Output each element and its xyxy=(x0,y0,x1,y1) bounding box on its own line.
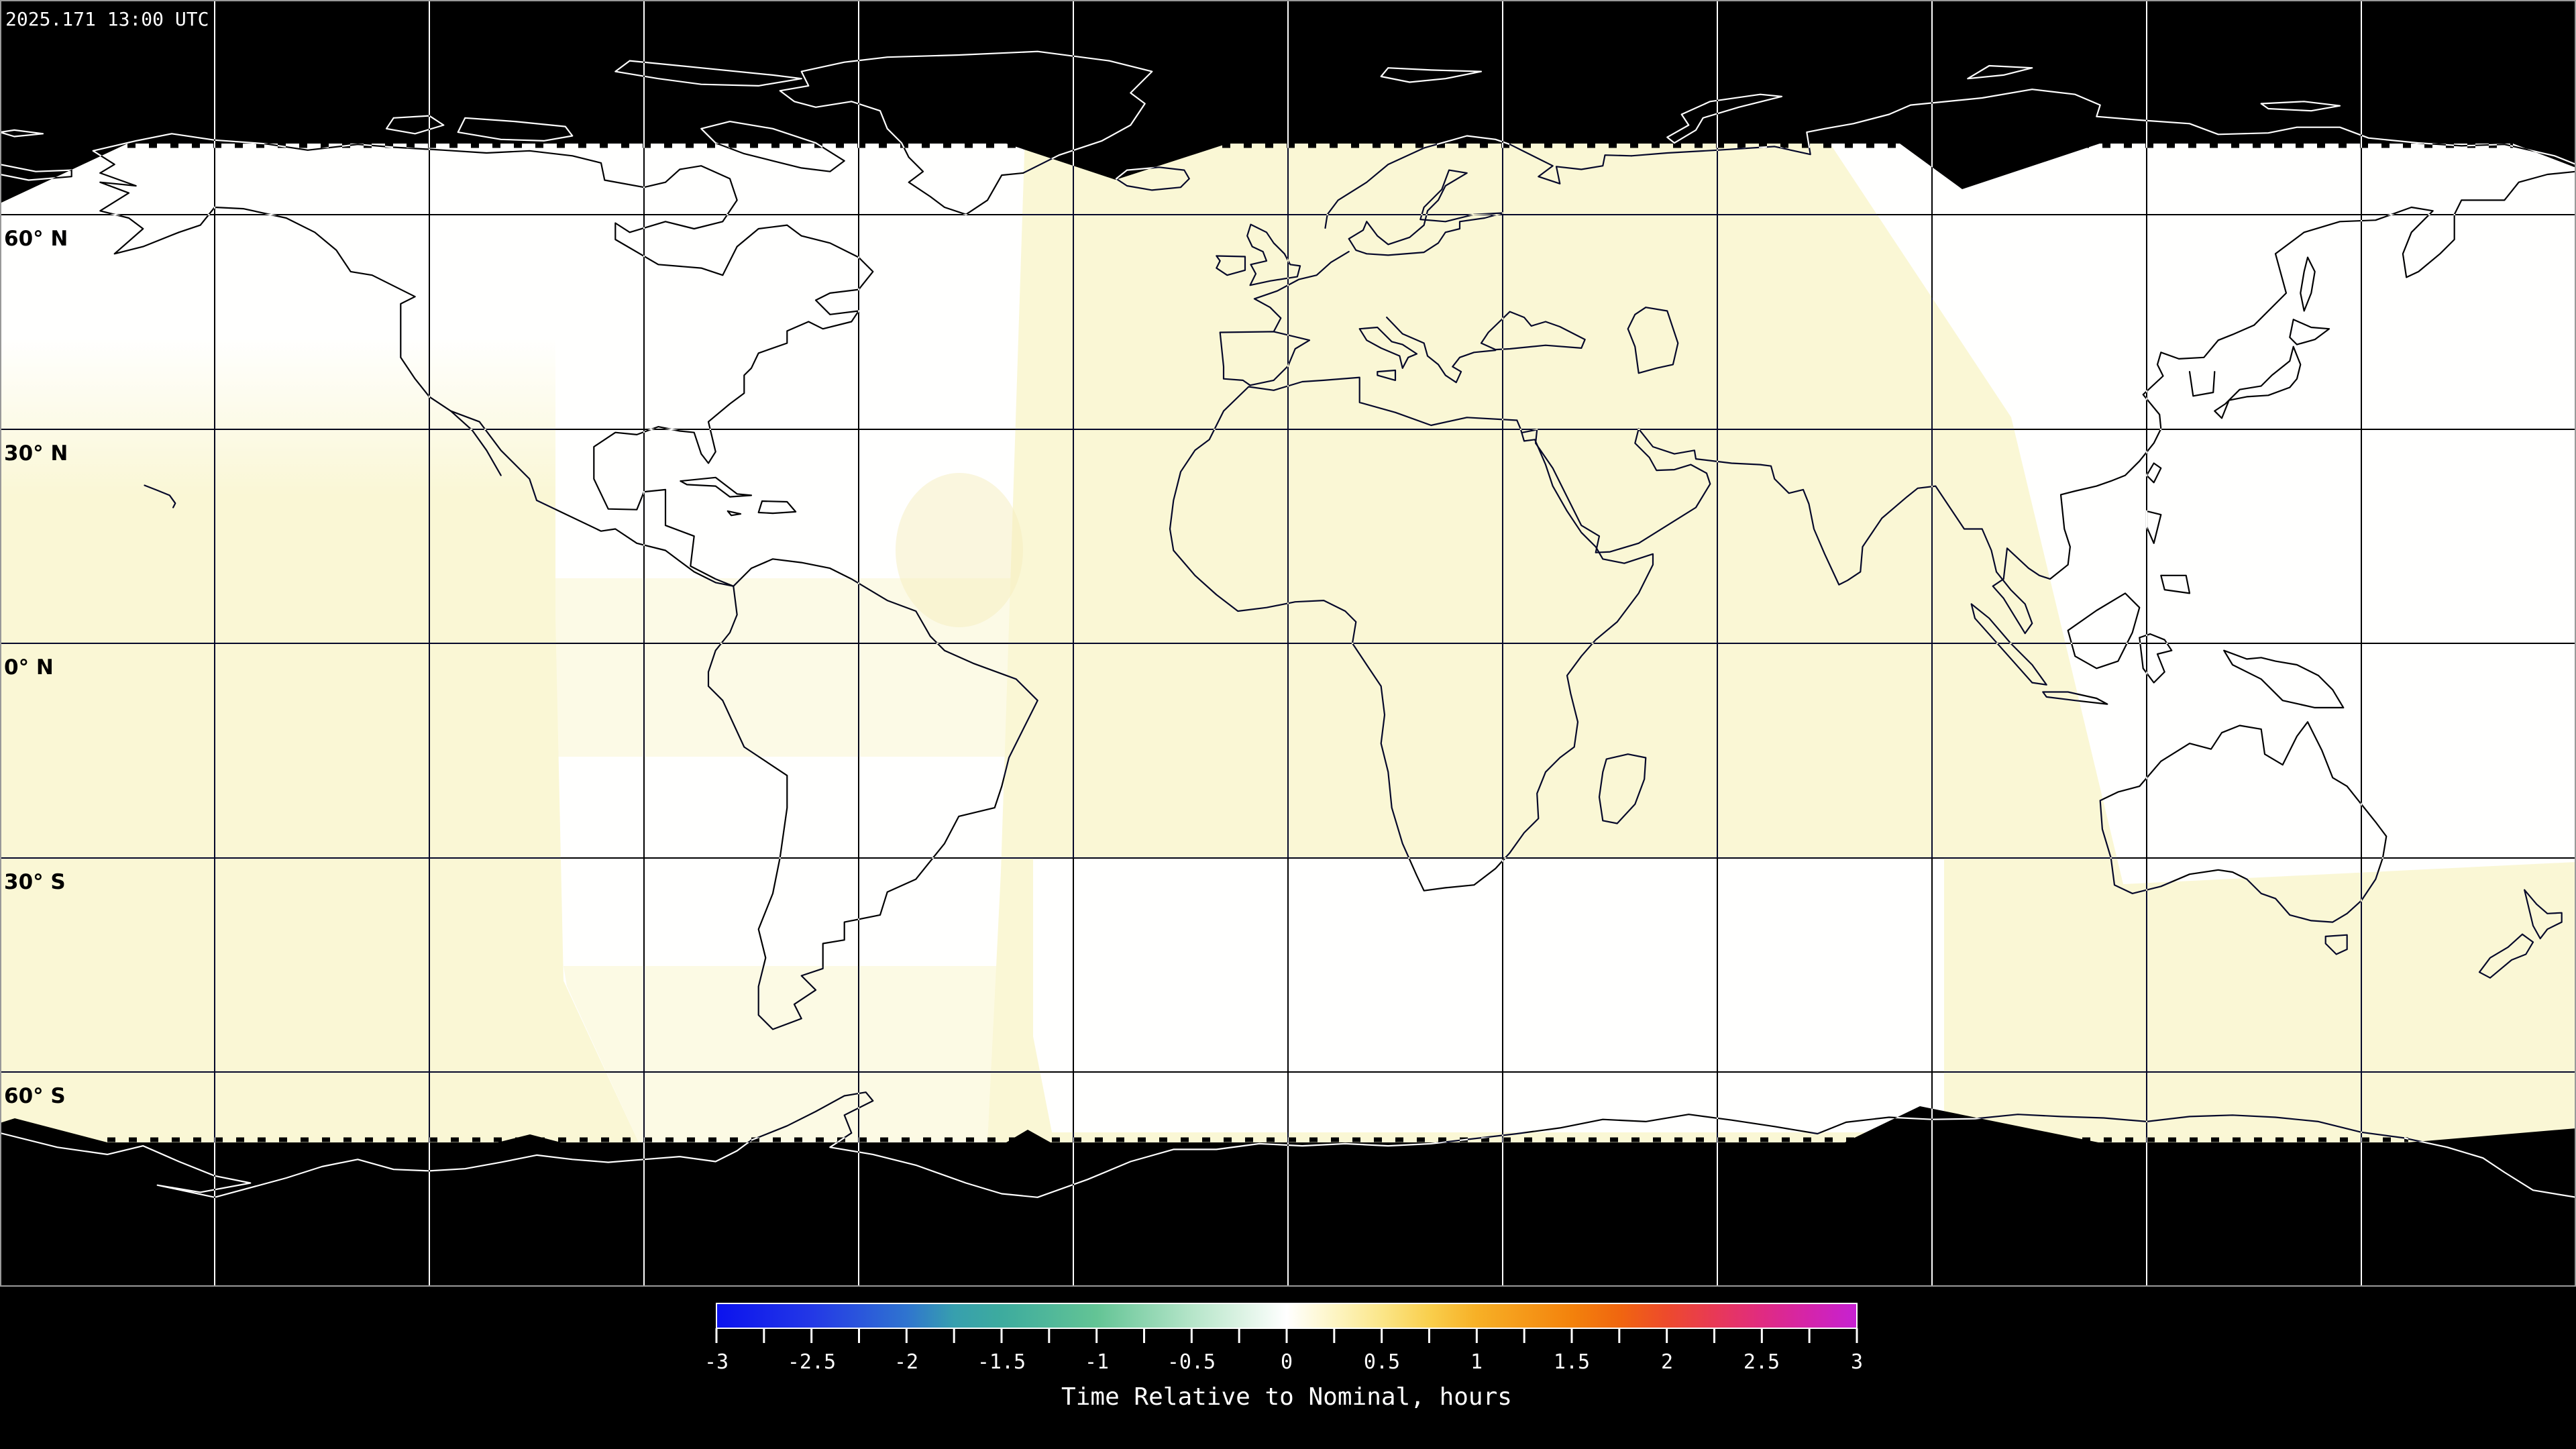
coastline-path xyxy=(700,121,845,172)
colorbar-tick-label: 2 xyxy=(1661,1350,1673,1374)
colorbar-tick-label: 3 xyxy=(1851,1350,1863,1374)
coastline-path xyxy=(1348,169,1504,256)
timestamp-label: 2025.171 13:00 UTC xyxy=(5,8,209,30)
coastline-path xyxy=(2188,370,2216,397)
colorbar-tick-label: -3 xyxy=(704,1350,729,1374)
coastline-path xyxy=(1666,93,1783,144)
colorbar-tick-label: -2.5 xyxy=(788,1350,836,1374)
coastline-path xyxy=(727,510,742,517)
coastline-path xyxy=(1115,166,1190,191)
colorbar-tick-label: -1 xyxy=(1085,1350,1109,1374)
coastline-path xyxy=(1253,251,1350,333)
coastline-path xyxy=(1630,89,2576,166)
white-region-northeast-pacific xyxy=(1830,144,2576,884)
coastline-path xyxy=(680,476,753,498)
coastline-path xyxy=(457,117,574,142)
equator-band-tint xyxy=(555,578,1025,757)
coastline-path xyxy=(2524,889,2563,940)
coastline-path xyxy=(1509,144,1633,184)
coastline-path xyxy=(1598,753,1647,824)
coastline-path xyxy=(1992,339,2219,635)
coastline-path xyxy=(614,60,802,87)
coastline-path xyxy=(2160,574,2191,594)
coastline-path xyxy=(1521,428,2033,635)
lat-label-0n: 0° N xyxy=(4,655,54,680)
coastline-path xyxy=(2300,256,2316,312)
colorbar-tick-label: 1.5 xyxy=(1554,1350,1590,1374)
coastline-path xyxy=(2145,510,2162,544)
coastline-path xyxy=(1480,311,1586,351)
coastline-path xyxy=(1386,317,1497,384)
colorbar-tick-label: -0.5 xyxy=(1167,1350,1216,1374)
coastline-path xyxy=(2289,319,2330,345)
coastline-path xyxy=(1324,135,1511,229)
coastline-path xyxy=(2145,462,2162,484)
coastline-path xyxy=(707,558,1038,1030)
coastline-path xyxy=(1970,603,2047,686)
tint-blob xyxy=(896,473,1023,627)
coastline-path xyxy=(1169,376,1654,892)
lat-label-60s: 60° S xyxy=(4,1084,66,1108)
coastline-path xyxy=(1219,331,1311,386)
coastline-path xyxy=(144,484,176,508)
coastline-path xyxy=(2139,633,2173,684)
coastline-path xyxy=(0,129,44,138)
coastline-path xyxy=(2099,721,2387,923)
coastline-path xyxy=(0,164,72,181)
lat-label-60n: 60° N xyxy=(4,227,68,251)
colorbar-ticks xyxy=(715,1328,1858,1343)
coastline-path xyxy=(1377,369,1397,382)
coastline-path xyxy=(1627,307,1679,374)
coastline-path xyxy=(1967,64,2033,80)
colorbar-tick-label: 2.5 xyxy=(1743,1350,1780,1374)
graticule-gridlines xyxy=(0,0,2576,1287)
white-region-northwest-top xyxy=(0,144,555,496)
coastline-path xyxy=(1216,255,1246,276)
coastline-path xyxy=(2260,101,2341,112)
coastline-path xyxy=(2067,592,2141,669)
colorbar-gradient-bar xyxy=(716,1303,1858,1329)
lat-label-30s: 30° S xyxy=(4,870,66,894)
colorbar-tick-labels: -3 -2.5 -2 -1.5 -1 -0.5 0 0.5 1 1.5 2 2.… xyxy=(704,1350,1863,1374)
coastline-path xyxy=(2217,170,2576,341)
colorbar-tick-label: 1 xyxy=(1470,1350,1483,1374)
south-band-tint xyxy=(564,966,997,1142)
white-region-south-central xyxy=(1033,858,1944,1132)
coastline-path xyxy=(757,500,797,515)
coastline-path xyxy=(2042,691,2108,705)
colorbar-tick-label: 0 xyxy=(1281,1350,1293,1374)
map-frame xyxy=(0,0,2576,1287)
coastline-path xyxy=(1380,67,1483,83)
coastline-path xyxy=(2324,934,2348,955)
coastline-path xyxy=(385,115,445,135)
colorbar-title: Time Relative to Nominal, hours xyxy=(1061,1383,1512,1411)
coastline-path xyxy=(99,172,735,587)
coastline-path xyxy=(2223,649,2345,709)
coastline-path xyxy=(779,50,1153,215)
colorbar-tick-label: -2 xyxy=(894,1350,918,1374)
lat-label-30n: 30° N xyxy=(4,441,68,466)
coastline-path xyxy=(1246,223,1301,286)
coastline-path xyxy=(1358,326,1418,369)
colorbar-tick-label: -1.5 xyxy=(977,1350,1026,1374)
coastlines xyxy=(0,50,2576,1198)
colorbar-tick-label: 0.5 xyxy=(1364,1350,1400,1374)
coastline-path xyxy=(2478,933,2534,979)
colorbar: -3 -2.5 -2 -1.5 -1 -0.5 0 0.5 1 1.5 2 2.… xyxy=(704,1303,1863,1411)
coastline-path xyxy=(449,410,502,476)
coastline-path xyxy=(0,1091,2576,1198)
coastline-path xyxy=(92,133,874,587)
coastline-path xyxy=(2214,345,2302,419)
